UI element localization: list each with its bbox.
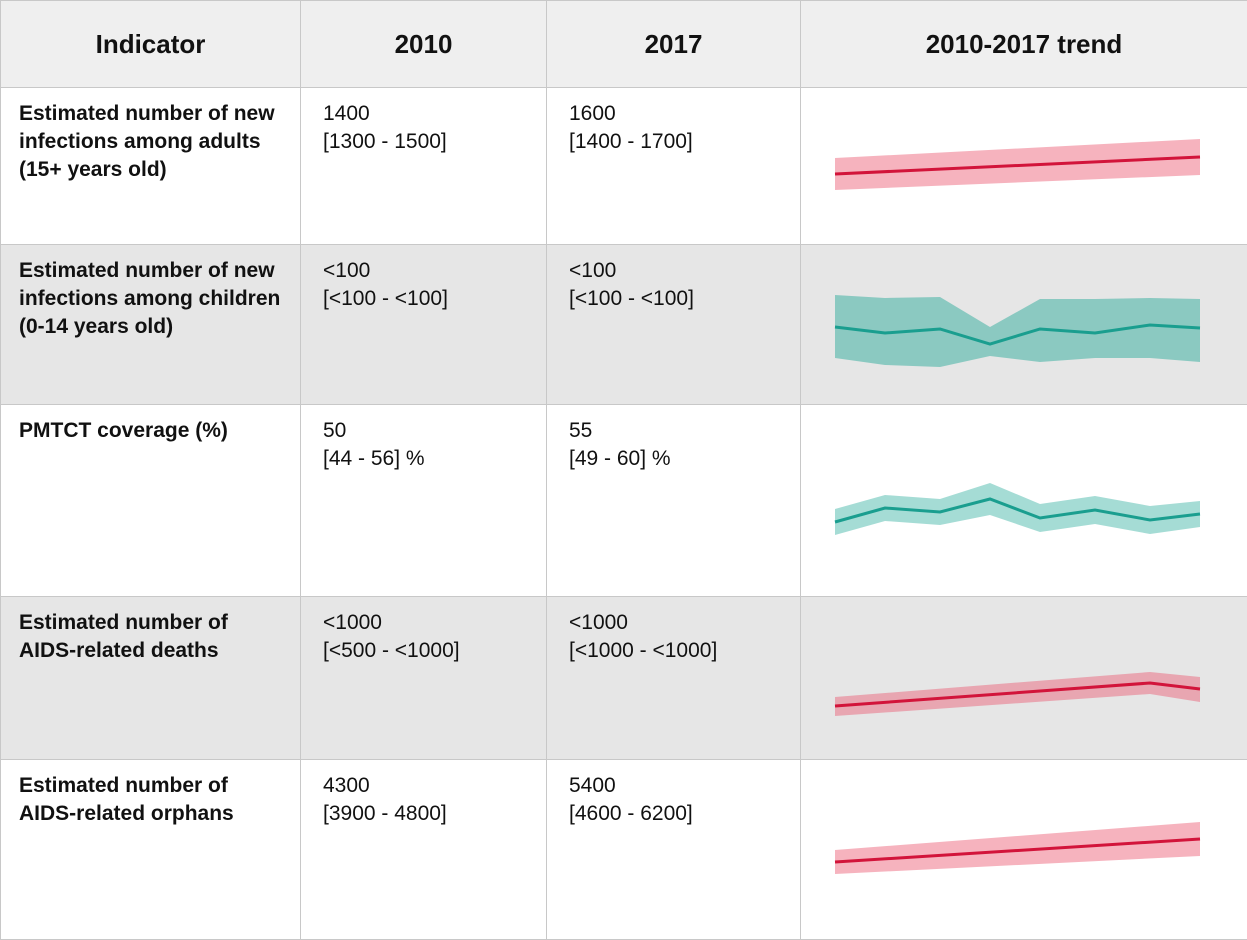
value-range: [44 - 56] % (323, 447, 425, 470)
trend-cell (800, 759, 1247, 940)
indicator-cell: PMTCT coverage (%) (0, 404, 301, 597)
indicator-cell: Estimated number of AIDS-related orphans (0, 759, 301, 940)
value-range: [<100 - <100] (569, 287, 694, 310)
header-cell: 2017 (546, 0, 801, 88)
value-estimate: 55 (569, 419, 593, 442)
value-cell: 1600 [1400 - 1700] (546, 87, 801, 245)
value-cell: 55 [49 - 60] % (546, 404, 801, 597)
indicator-cell: Estimated number of AIDS-related deaths (0, 596, 301, 760)
value-cell: 4300 [3900 - 4800] (300, 759, 547, 940)
table-row: Estimated number of AIDS-related deaths <… (0, 596, 1247, 760)
value-range: [1400 - 1700] (569, 130, 693, 153)
value-cell: <100 [<100 - <100] (300, 244, 547, 405)
value-estimate: 5400 (569, 774, 616, 797)
value-cell: <1000 [<500 - <1000] (300, 596, 547, 760)
value-range: [1300 - 1500] (323, 130, 447, 153)
value-range: [3900 - 4800] (323, 802, 447, 825)
table-body: Estimated number of new infections among… (0, 87, 1247, 940)
value-estimate: <1000 (569, 611, 628, 634)
value-range: [49 - 60] % (569, 447, 671, 470)
value-cell: 50 [44 - 56] % (300, 404, 547, 597)
header-cell: 2010-2017 trend (800, 0, 1247, 88)
header-cell: 2010 (300, 0, 547, 88)
header-row: Indicator 2010 2017 2010-2017 trend (0, 0, 1247, 88)
indicator-cell: Estimated number of new infections among… (0, 244, 301, 405)
value-estimate: <100 (323, 259, 371, 282)
value-range: [<500 - <1000] (323, 639, 460, 662)
value-estimate: 50 (323, 419, 347, 442)
value-cell: <100 [<100 - <100] (546, 244, 801, 405)
header-cell: Indicator (0, 0, 301, 88)
value-estimate: <1000 (323, 611, 382, 634)
value-estimate: 4300 (323, 774, 370, 797)
value-estimate: 1600 (569, 102, 616, 125)
value-cell: 5400 [4600 - 6200] (546, 759, 801, 940)
table-row: Estimated number of AIDS-related orphans… (0, 759, 1247, 940)
trend-cell (800, 404, 1247, 597)
value-estimate: 1400 (323, 102, 370, 125)
value-range: [<1000 - <1000] (569, 639, 718, 662)
trend-cell (800, 87, 1247, 245)
value-cell: 1400 [1300 - 1500] (300, 87, 547, 245)
indicator-cell: Estimated number of new infections among… (0, 87, 301, 245)
table-row: Estimated number of new infections among… (0, 244, 1247, 405)
value-range: [<100 - <100] (323, 287, 448, 310)
value-estimate: <100 (569, 259, 617, 282)
value-range: [4600 - 6200] (569, 802, 693, 825)
table-row: PMTCT coverage (%) 50 [44 - 56] % 55 [49 - 6… (0, 404, 1247, 597)
trend-cell (800, 244, 1247, 405)
table-row: Estimated number of new infections among… (0, 87, 1247, 245)
trend-cell (800, 596, 1247, 760)
value-cell: <1000 [<1000 - <1000] (546, 596, 801, 760)
